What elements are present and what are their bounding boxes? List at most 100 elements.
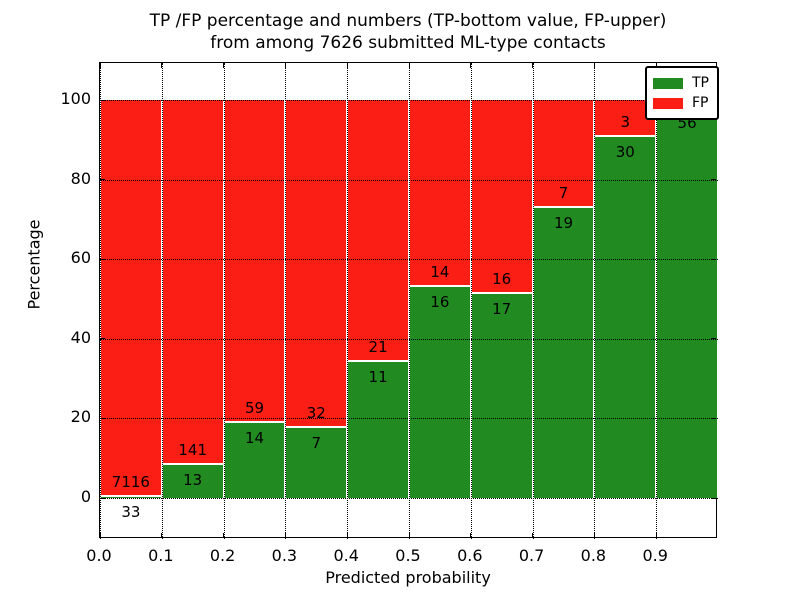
x-tick-label: 0.7: [518, 546, 545, 565]
x-axis-label: Predicted probability: [325, 568, 491, 587]
x-tick-mark: [532, 63, 534, 68]
x-tick-mark: [284, 533, 286, 538]
fp-value-label: 14: [430, 262, 450, 281]
x-tick-mark: [532, 533, 534, 538]
x-tick-mark: [346, 63, 348, 68]
y-tick-mark: [711, 417, 716, 419]
y-gridline: [100, 179, 718, 181]
legend-label-tp: TP: [692, 75, 709, 91]
fp-bar-segment: [409, 100, 471, 286]
y-tick-mark: [711, 497, 716, 499]
x-tick-mark: [223, 63, 225, 68]
fp-value-label: 59: [244, 398, 265, 417]
chart-title-line1: TP /FP percentage and numbers (TP-bottom…: [149, 11, 667, 31]
fp-value-label: 32: [306, 403, 326, 422]
plot-area: 7116 33 141 13 59 14 32 7 21 11 14 16 16 17 7 19 3 30 56: [99, 62, 718, 539]
y-tick-mark: [711, 258, 716, 260]
y-gridline: [100, 418, 718, 420]
fp-value-label: 7: [558, 184, 569, 203]
x-gridline: [594, 63, 596, 539]
tp-value-label: 17: [492, 299, 512, 318]
y-tick-label: 0: [80, 487, 91, 506]
x-gridline: [223, 63, 225, 539]
tp-bar-segment: [594, 136, 657, 498]
x-gridline: [347, 63, 349, 539]
y-tick-label: 20: [70, 407, 91, 427]
x-tick-mark: [593, 533, 595, 538]
x-tick-label: 0.0: [86, 546, 112, 565]
tp-bar-segment: [285, 426, 348, 498]
x-tick-mark: [161, 533, 163, 538]
y-gridline: [100, 259, 718, 261]
x-gridline: [100, 63, 101, 539]
x-tick-mark: [655, 533, 657, 538]
y-gridline: [100, 338, 718, 340]
legend-label-fp: FP: [692, 95, 709, 111]
fp-swatch-icon: [653, 97, 683, 109]
tp-value-label: 7: [311, 433, 322, 452]
y-tick-mark: [100, 417, 105, 419]
x-tick-label: 0.4: [333, 546, 359, 565]
x-gridline: [532, 63, 534, 539]
x-tick-mark: [655, 63, 657, 68]
x-tick-mark: [470, 533, 472, 538]
x-tick-mark: [408, 533, 410, 538]
tp-bar-segment: [470, 292, 533, 498]
x-gridline: [656, 63, 658, 539]
fp-bar-segment: [470, 100, 533, 293]
tp-bar-segment: [532, 207, 595, 498]
x-tick-mark: [408, 63, 410, 68]
y-tick-label: 60: [70, 248, 91, 268]
x-tick-label: 0.5: [395, 546, 421, 565]
tp-value-label: 14: [244, 428, 265, 447]
legend-item-tp: TP: [653, 73, 709, 93]
x-tick-mark: [161, 63, 163, 68]
x-tick-mark: [470, 63, 472, 68]
x-tick-label: 0.2: [209, 546, 236, 565]
legend: TP FP: [645, 66, 719, 120]
y-tick-mark: [711, 338, 716, 340]
tp-bar-segment: [409, 285, 471, 498]
tp-value-label: 16: [430, 292, 450, 311]
y-tick-mark: [100, 258, 105, 260]
y-axis-label: Percentage: [24, 219, 44, 310]
tp-bar-segment: [656, 106, 718, 498]
y-tick-mark: [100, 99, 105, 101]
y-tick-mark: [100, 338, 105, 340]
chart-title: TP /FP percentage and numbers (TP-bottom…: [99, 10, 717, 54]
fp-value-label: 7116: [111, 473, 150, 492]
x-gridline: [409, 63, 410, 539]
x-tick-mark: [223, 533, 225, 538]
chart-title-line2: from among 7626 submitted ML-type contac…: [210, 33, 606, 53]
tp-value-label: 11: [368, 368, 388, 387]
tp-swatch-icon: [653, 77, 683, 89]
fp-value-label: 141: [178, 441, 208, 460]
x-gridline: [470, 63, 472, 539]
y-gridline: [100, 100, 718, 101]
legend-item-fp: FP: [653, 93, 709, 113]
x-tick-mark: [346, 533, 348, 538]
y-tick-mark: [711, 179, 716, 181]
fp-bar-segment: [285, 100, 348, 427]
y-tick-label: 80: [70, 168, 91, 188]
fp-value-label: 21: [368, 338, 388, 357]
fp-bar-segment: [161, 100, 224, 465]
x-gridline: [161, 63, 163, 539]
x-tick-mark: [99, 63, 101, 68]
x-tick-label: 0.8: [580, 546, 607, 565]
fp-bar-segment: [223, 100, 286, 422]
y-gridline: [100, 498, 718, 499]
y-tick-label: 100: [60, 89, 91, 108]
tp-value-label: 13: [183, 471, 203, 490]
x-gridline: [285, 63, 287, 539]
x-tick-mark: [99, 533, 101, 538]
x-tick-label: 0.1: [148, 546, 174, 565]
x-tick-label: 0.9: [642, 546, 668, 565]
tp-value-label: 30: [615, 143, 635, 162]
tp-value-label: 19: [553, 214, 574, 233]
x-tick-label: 0.3: [271, 546, 298, 565]
tp-bar-segment: [223, 421, 286, 498]
fp-bar-segment: [100, 100, 162, 497]
fp-bar-segment: [347, 100, 409, 362]
